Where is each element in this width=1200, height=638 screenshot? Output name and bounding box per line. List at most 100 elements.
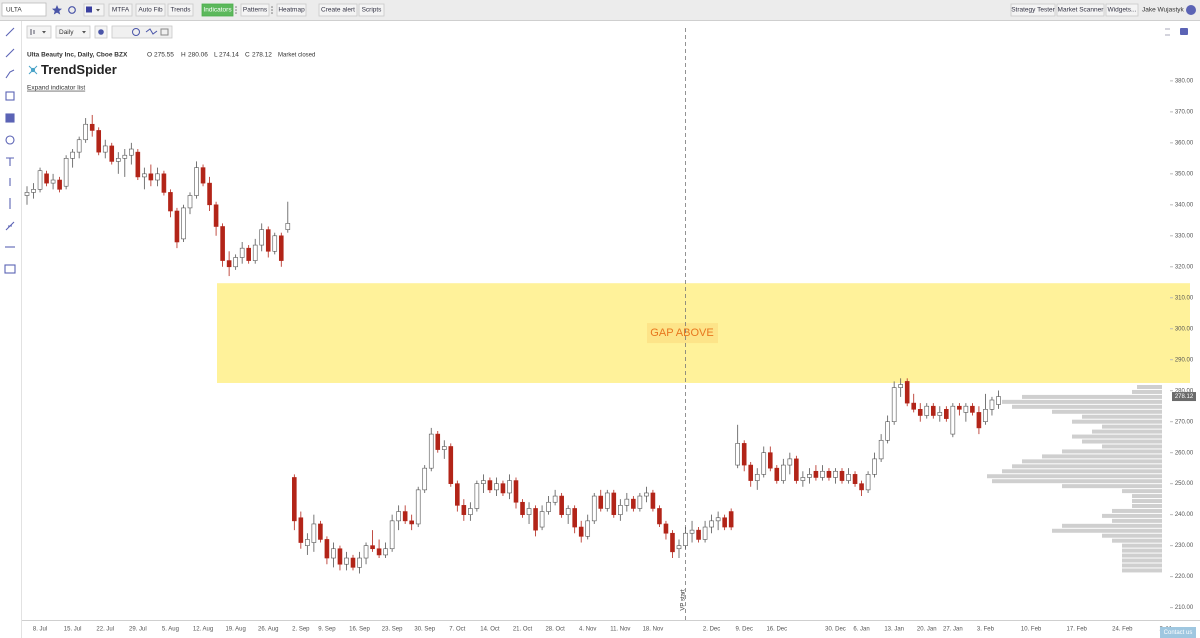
button-bg[interactable] — [276, 3, 307, 17]
button-label[interactable]: Scripts — [362, 7, 383, 14]
button[interactable]: Trends — [167, 3, 194, 17]
x-tick-label: 13. Jan — [884, 627, 904, 633]
ohlc-value: 274.14 — [219, 52, 239, 59]
volume-profile-bar — [1122, 553, 1162, 558]
menu-dots[interactable] — [271, 6, 273, 14]
y-tick-label: 350.00 — [1175, 171, 1194, 177]
candle-body — [911, 402, 917, 410]
chart-type-select[interactable] — [26, 25, 52, 39]
camera-icon[interactable] — [1180, 28, 1188, 35]
button-bg[interactable] — [1010, 3, 1056, 17]
candle-body — [494, 483, 499, 491]
tool-trendline[interactable] — [5, 27, 15, 37]
candle-body — [520, 501, 525, 515]
candle-body — [696, 529, 701, 540]
chart-tools[interactable] — [111, 25, 173, 39]
tool-box[interactable] — [5, 113, 15, 123]
volume-profile-bar — [1132, 389, 1162, 394]
button-bg[interactable] — [1056, 3, 1105, 17]
button-label[interactable]: Create alert — [321, 7, 355, 14]
expand-link[interactable]: Expand indicator list — [27, 85, 85, 92]
tool-channel[interactable] — [4, 264, 16, 274]
color-swatch[interactable] — [86, 6, 92, 13]
tool-ray[interactable] — [5, 48, 15, 58]
favorite-icon[interactable] — [52, 5, 62, 15]
candle-body — [402, 511, 408, 522]
button-active[interactable]: Indicators — [201, 3, 234, 17]
tool-circle[interactable] — [5, 135, 15, 145]
interval-select[interactable]: Daily — [55, 25, 91, 39]
button[interactable]: Patterns — [240, 3, 270, 17]
button-label[interactable]: Strategy Tester — [1011, 7, 1055, 14]
menu-dots[interactable] — [235, 6, 237, 14]
ohlc-label: C — [245, 52, 250, 59]
x-tick-label: 26. Aug — [258, 627, 278, 633]
candle-body — [559, 495, 564, 515]
candle-body — [187, 195, 193, 209]
x-tick-label: 30. Dec — [825, 627, 846, 633]
button-bg[interactable] — [358, 3, 385, 17]
button[interactable]: Market Scanner — [1056, 3, 1105, 17]
button[interactable]: MTFA — [108, 3, 133, 17]
color-picker[interactable] — [83, 3, 105, 17]
button-label[interactable]: Heatmap — [278, 7, 305, 14]
button-bg[interactable] — [108, 3, 133, 17]
candle-body — [148, 173, 154, 181]
candle-body — [44, 173, 49, 184]
tool-rectangle[interactable] — [5, 91, 15, 101]
candle-body — [142, 173, 147, 178]
button[interactable]: Create alert — [318, 3, 358, 17]
button-bg[interactable] — [167, 3, 194, 17]
interval-label[interactable]: Daily — [59, 29, 74, 36]
candle-body — [337, 548, 343, 565]
volume-profile-bar — [1132, 494, 1162, 499]
button[interactable]: Heatmap — [276, 3, 307, 17]
button-bg[interactable] — [318, 3, 358, 17]
candle-body — [409, 520, 414, 525]
tool-pitchfork[interactable] — [5, 69, 15, 79]
candle-body — [917, 409, 923, 416]
button-label[interactable]: Market Scanner — [1058, 7, 1105, 14]
button-label[interactable]: Patterns — [243, 7, 268, 14]
contact-button[interactable]: Contact us — [1160, 627, 1196, 638]
candle-body — [767, 452, 773, 469]
candle-body — [226, 260, 232, 268]
button-label[interactable]: Trends — [171, 7, 192, 14]
tool-fib[interactable] — [5, 221, 15, 231]
candle-body — [683, 532, 688, 546]
x-tick-label: 21. Oct — [513, 627, 533, 633]
volume-profile-bar — [1082, 414, 1162, 419]
candle-body — [57, 179, 62, 190]
symbol-text[interactable]: ULTA — [6, 7, 22, 14]
button[interactable]: Auto Fib — [135, 3, 166, 17]
button-bg[interactable] — [201, 3, 234, 17]
symbol-input[interactable]: ULTA — [1, 2, 47, 17]
x-tick-label: 6. Jan — [853, 627, 869, 633]
button[interactable]: Scripts — [358, 3, 385, 17]
refresh-icon[interactable] — [68, 6, 76, 14]
button-bg[interactable] — [1105, 3, 1139, 17]
button-bg[interactable] — [240, 3, 270, 17]
contact-bg[interactable] — [1160, 627, 1196, 638]
tool-text[interactable] — [6, 157, 14, 166]
candle-body — [618, 505, 623, 515]
button[interactable]: Widgets... — [1105, 3, 1139, 17]
button-label[interactable]: Indicators — [203, 7, 232, 14]
candle-body — [904, 381, 910, 404]
dropdown-arrow[interactable] — [96, 9, 100, 12]
user-avatar[interactable] — [1186, 5, 1196, 15]
button-bg[interactable] — [135, 3, 166, 17]
contact-label[interactable]: Contact us — [1164, 630, 1193, 636]
user-name[interactable]: Jake Wujastyk — [1142, 7, 1185, 14]
button-label[interactable]: MTFA — [112, 7, 130, 14]
symbol-box[interactable] — [1, 2, 47, 17]
candle-body — [474, 483, 480, 509]
button-label[interactable]: Auto Fib — [138, 7, 163, 14]
candle-body — [207, 182, 212, 206]
button[interactable]: Strategy Tester — [1010, 3, 1056, 17]
button-label[interactable]: Widgets... — [1108, 7, 1137, 14]
volume-profile-bar — [1052, 528, 1162, 533]
candle-body — [96, 130, 102, 153]
settings-icon[interactable] — [94, 25, 108, 39]
fullscreen-icon[interactable] — [1165, 28, 1170, 36]
